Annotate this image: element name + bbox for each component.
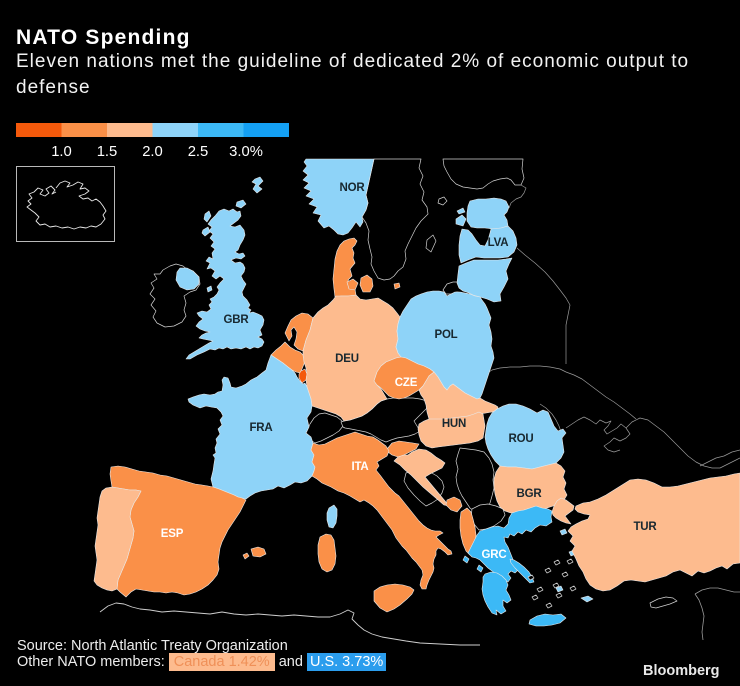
svg-text:2.0: 2.0 [142,144,163,160]
svg-text:HUN: HUN [442,418,466,430]
svg-text:TUR: TUR [633,521,657,533]
svg-text:POL: POL [434,329,457,341]
svg-text:DEU: DEU [335,353,359,365]
svg-text:GBR: GBR [224,314,250,326]
svg-text:ITA: ITA [351,461,368,473]
svg-text:1.0: 1.0 [51,144,72,160]
svg-text:BGR: BGR [517,488,543,500]
svg-text:1.5: 1.5 [97,144,118,160]
svg-text:GRC: GRC [482,549,507,561]
svg-text:2.5: 2.5 [188,144,209,160]
svg-text:FRA: FRA [249,422,272,434]
svg-text:ROU: ROU [509,433,534,445]
svg-text:LVA: LVA [488,237,509,249]
svg-text:CZE: CZE [395,377,418,389]
svg-text:NOR: NOR [340,182,366,194]
svg-text:ESP: ESP [161,528,184,540]
svg-text:3.0%: 3.0% [229,144,263,160]
